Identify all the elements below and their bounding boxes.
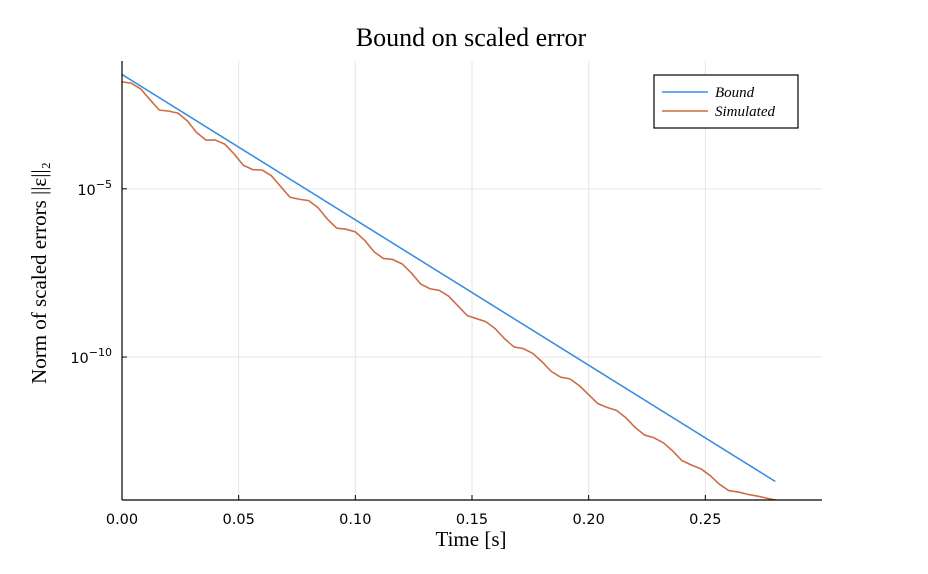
- x-tick-label: 0.10: [339, 512, 371, 528]
- axes-frame: [121, 61, 822, 501]
- x-tick-label: 0.15: [456, 512, 488, 528]
- x-tick-label: 0.20: [573, 512, 605, 528]
- series-line-simulated: [121, 81, 776, 501]
- y-tick-label: 10−5: [77, 178, 112, 199]
- series-lines: [121, 73, 776, 501]
- y-tick-labels: 10−5 10−10: [70, 178, 112, 367]
- y-tick-label: 10−10: [70, 346, 112, 367]
- legend-box: [653, 74, 799, 129]
- legend: Bound Simulated: [653, 74, 799, 129]
- x-axis-label: Time [s]: [436, 527, 507, 551]
- grid-lines: [121, 61, 822, 500]
- chart-title: Bound on scaled error: [356, 23, 587, 52]
- legend-label: Simulated: [715, 104, 775, 120]
- y-axis-label: Norm of scaled errors ||ε||₂: [27, 162, 51, 384]
- legend-label: Bound: [715, 85, 755, 101]
- x-tick-label: 0.05: [223, 512, 255, 528]
- x-tick-labels: 0.00 0.05 0.10 0.15 0.20 0.25: [106, 512, 722, 528]
- series-line-bound: [121, 73, 776, 483]
- x-tick-label: 0.00: [106, 512, 138, 528]
- x-tick-label: 0.25: [689, 512, 721, 528]
